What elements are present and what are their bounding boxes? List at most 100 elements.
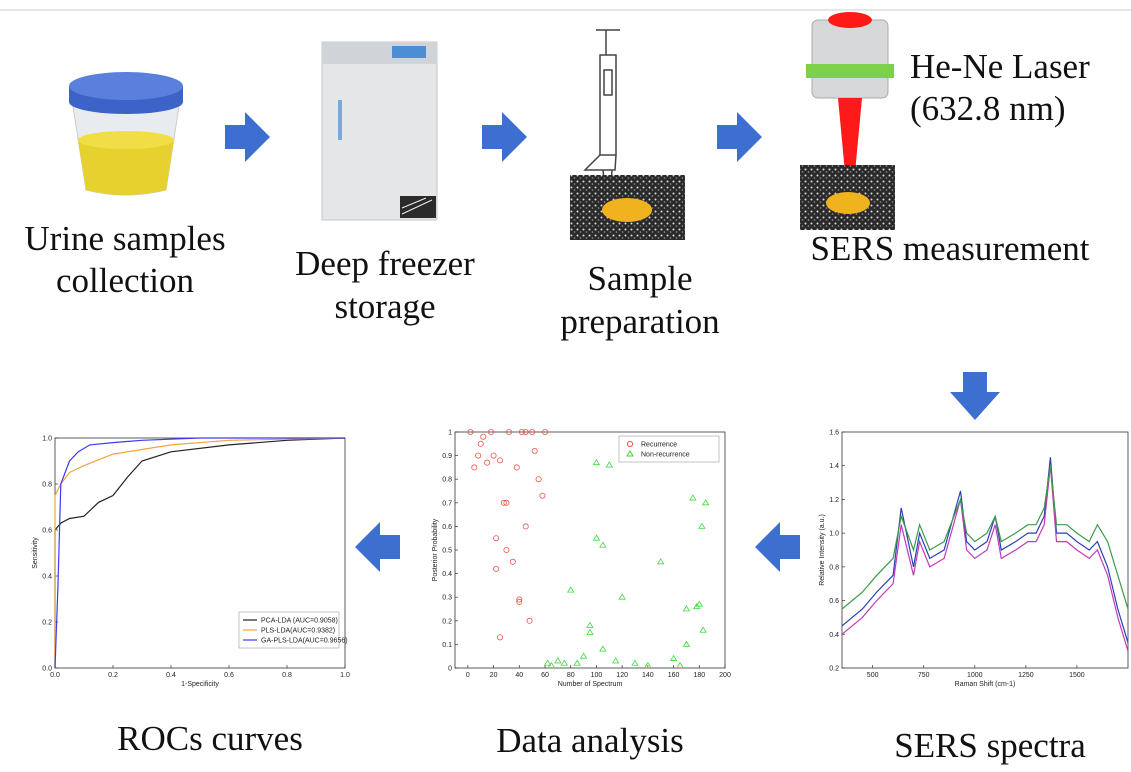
y-tick-label: 0.8 [42, 482, 52, 489]
series-line [54, 437, 346, 668]
point [496, 634, 503, 641]
x-tick-label: 0 [466, 672, 470, 679]
y-tick-label: 0.2 [442, 618, 452, 625]
y-axis-title: Relative Intensity (a.u.) [819, 514, 826, 586]
point [669, 654, 678, 661]
point [516, 598, 523, 605]
step-label: storage [334, 287, 435, 326]
y-axis-title: Posterior Probability [432, 518, 439, 581]
plot-frame [841, 431, 1129, 669]
point [516, 596, 523, 603]
series-line [841, 457, 1129, 643]
point [475, 452, 482, 459]
x-tick-label: 200 [719, 672, 731, 679]
x-tick-label: 120 [616, 672, 628, 679]
arrow [355, 522, 400, 572]
point [513, 464, 520, 471]
point [554, 657, 562, 664]
y-tick-label: 1.0 [829, 531, 839, 538]
point [702, 499, 710, 506]
y-tick-label: 1 [448, 430, 452, 437]
y-tick-label: 0.4 [442, 571, 452, 578]
point [612, 657, 620, 664]
x-tick-label: 100 [591, 672, 603, 679]
point [496, 457, 503, 464]
x-axis-title: Number of Spectrum [558, 681, 623, 688]
point [586, 628, 594, 635]
y-tick-label: 1.4 [829, 463, 839, 470]
legend-label: GA-PLS-LDA(AUC=0.9656) [261, 638, 348, 645]
point [505, 428, 512, 435]
x-tick-label: 1000 [967, 672, 983, 679]
point [543, 659, 552, 666]
point [693, 602, 701, 610]
x-tick-label: 0.0 [50, 672, 60, 679]
y-tick-label: 0.2 [829, 666, 839, 673]
x-tick-label: 140 [642, 672, 654, 679]
point [579, 652, 588, 659]
x-tick-label: 1250 [1018, 672, 1034, 679]
x-tick-label: 0.2 [108, 672, 118, 679]
y-tick-label: 0.3 [442, 595, 452, 602]
y-tick-label: 0.4 [42, 574, 52, 581]
x-axis-title: 1-Specificity [181, 681, 219, 688]
point [605, 461, 613, 468]
y-tick-label: 0.0 [42, 666, 52, 673]
point [682, 640, 691, 647]
legend-label: Non-recurrence [641, 452, 690, 459]
urine-cup [69, 72, 183, 196]
point [657, 558, 665, 565]
sample-drop [826, 192, 870, 214]
point [522, 523, 529, 530]
plot-frame [454, 431, 726, 669]
step-label: preparation [560, 302, 719, 341]
point [599, 645, 607, 652]
mini-chart: 500 750 1000 1250 1500 0.2 0.4 0.6 0.8 1.0 1.2 1.4 1… [819, 430, 1129, 688]
point [689, 494, 697, 501]
x-tick-label: 0.4 [166, 672, 176, 679]
y-tick-label: 0 [448, 666, 452, 673]
point [539, 492, 546, 499]
legend-label: PCA-LDA (AUC=0.9058) [261, 618, 338, 625]
point [484, 459, 491, 466]
point [695, 600, 703, 607]
x-tick-label: 1.0 [340, 672, 350, 679]
point [522, 428, 529, 435]
x-tick-label: 40 [515, 672, 523, 679]
point [490, 452, 497, 459]
arrow [482, 112, 527, 162]
point [699, 626, 707, 633]
x-tick-label: 160 [668, 672, 680, 679]
x-tick-label: 0.8 [282, 672, 292, 679]
point [573, 659, 581, 666]
x-tick-label: 0.6 [224, 672, 234, 679]
x-tick-label: 60 [541, 672, 549, 679]
point [560, 659, 568, 666]
laser-wavelength: (632.8 nm) [910, 89, 1066, 128]
legend-swatch [626, 440, 634, 448]
x-tick-label: 180 [693, 672, 705, 679]
point [493, 535, 500, 542]
step-label: SERS spectra [894, 726, 1086, 765]
point [618, 593, 626, 600]
legend-swatch [626, 450, 634, 457]
x-tick-label: 750 [918, 672, 930, 679]
mini-chart: 0 20 40 60 80 100 120 140 160 180 200 0 0.1 0.2 0.3 0.4… [432, 428, 731, 688]
point [644, 661, 652, 669]
point [535, 476, 542, 483]
legend-label: Recurrence [641, 442, 677, 449]
point [477, 440, 484, 447]
laser [806, 12, 894, 205]
y-tick-label: 0.2 [42, 620, 52, 627]
series-line [54, 437, 345, 669]
point [503, 547, 510, 554]
y-axis-title: Sensitivity [32, 537, 39, 569]
arrow [717, 112, 762, 162]
series-line [841, 465, 1129, 610]
point [493, 565, 500, 572]
x-axis-title: Raman Shift (cm-1) [955, 681, 1016, 688]
y-tick-label: 0.4 [829, 632, 839, 639]
y-tick-label: 0.7 [442, 500, 452, 507]
point [487, 428, 494, 435]
